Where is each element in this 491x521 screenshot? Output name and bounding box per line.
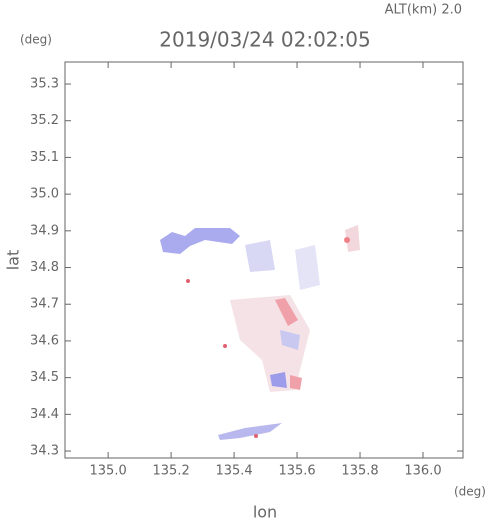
y-tick-label: 35.3 — [30, 77, 59, 92]
y-tick-label: 34.8 — [30, 260, 59, 275]
x-tick-label: 135.0 — [90, 464, 127, 479]
y-tick-label: 34.6 — [30, 333, 59, 348]
x-tick-label: 135.8 — [341, 464, 378, 479]
x-tick-label: 135.6 — [278, 464, 315, 479]
altitude: ALT(km) 2.0 — [385, 3, 462, 18]
chart-title: 2019/03/24 02:02:05 — [159, 28, 370, 52]
y-tick-label: 35.1 — [30, 150, 59, 165]
y-tick-label: 35.0 — [30, 187, 59, 202]
y-unit: (deg) — [20, 33, 52, 47]
x-unit: (deg) — [454, 485, 486, 499]
echo-blobs — [160, 225, 360, 440]
y-tick-label: 34.7 — [30, 297, 59, 312]
plot-frame — [64, 61, 464, 459]
y-tick-label: 35.2 — [30, 113, 59, 128]
y-tick-label: 34.3 — [30, 444, 59, 459]
y-tick-label: 34.9 — [30, 223, 59, 238]
y-tick-label: 34.4 — [30, 407, 59, 422]
x-tick-label: 135.2 — [153, 464, 190, 479]
y-label: lat — [4, 250, 23, 271]
y-tick-label: 34.5 — [30, 370, 59, 385]
x-label: lon — [253, 503, 277, 521]
x-tick-label: 135.4 — [215, 464, 252, 479]
x-tick-label: 136.0 — [404, 464, 441, 479]
